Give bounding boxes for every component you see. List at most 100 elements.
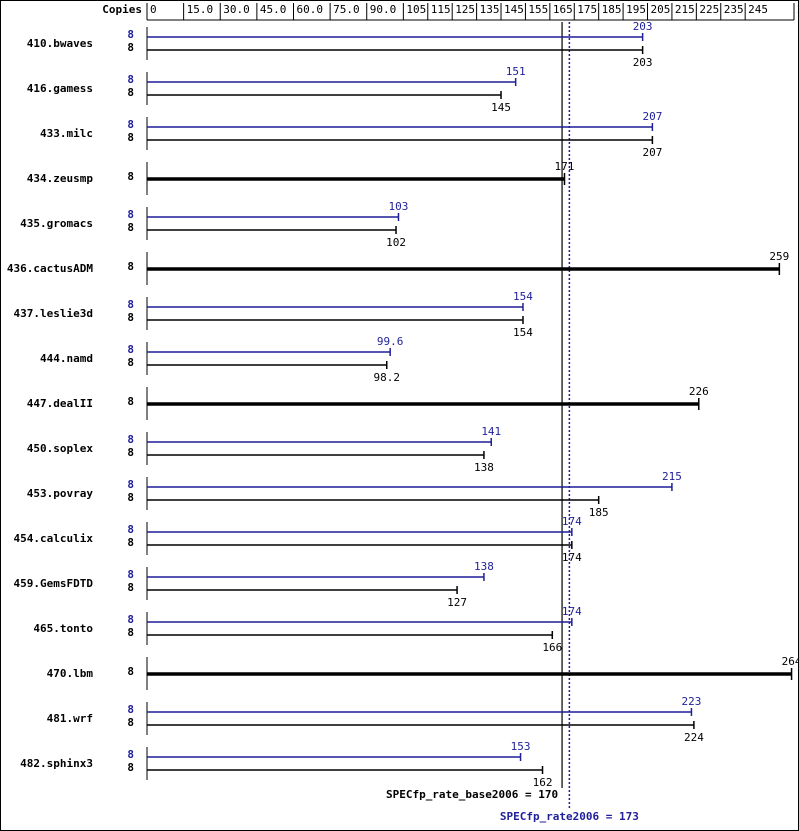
copies: 8	[127, 665, 134, 678]
copies: 8	[127, 433, 134, 446]
value-label: 138	[474, 560, 494, 573]
x-tick-label: 245	[748, 3, 768, 16]
value-label: 207	[642, 110, 662, 123]
copies: 8	[127, 41, 134, 54]
x-tick-label: 215	[675, 3, 695, 16]
copies: 8	[127, 395, 134, 408]
value-label: 154	[513, 326, 533, 339]
value-label: 154	[513, 290, 533, 303]
copies: 8	[127, 298, 134, 311]
reference-label: SPECfp_rate2006 = 173	[500, 810, 639, 823]
copies: 8	[127, 761, 134, 774]
benchmark-name: 481.wrf	[47, 712, 93, 725]
x-tick-label: 195	[626, 3, 646, 16]
x-tick-label: 45.0	[260, 3, 287, 16]
value-label: 223	[682, 695, 702, 708]
copies: 8	[127, 568, 134, 581]
value-label: 203	[633, 20, 653, 33]
copies: 8	[127, 208, 134, 221]
x-tick-label: 165	[553, 3, 573, 16]
x-tick-label: 185	[602, 3, 622, 16]
value-label: 171	[555, 160, 575, 173]
copies: 8	[127, 73, 134, 86]
benchmark-name: 435.gromacs	[20, 217, 93, 230]
copies-header: Copies	[102, 3, 142, 16]
benchmark-name: 459.GemsFDTD	[14, 577, 94, 590]
x-tick-label: 205	[651, 3, 671, 16]
value-label: 207	[642, 146, 662, 159]
copies: 8	[127, 478, 134, 491]
value-label: 174	[562, 605, 582, 618]
reference-label: SPECfp_rate_base2006 = 170	[386, 788, 558, 801]
value-label: 153	[511, 740, 531, 753]
copies: 8	[127, 356, 134, 369]
benchmark-name: 416.gamess	[27, 82, 93, 95]
copies: 8	[127, 626, 134, 639]
benchmark-name: 482.sphinx3	[20, 757, 93, 770]
value-label: 174	[562, 515, 582, 528]
value-label: 226	[689, 385, 709, 398]
benchmark-name: 437.leslie3d	[14, 307, 93, 320]
x-tick-label: 155	[528, 3, 548, 16]
x-tick-label: 90.0	[370, 3, 397, 16]
copies: 8	[127, 536, 134, 549]
copies: 8	[127, 613, 134, 626]
value-label: 138	[474, 461, 494, 474]
benchmark-name: 453.povray	[27, 487, 94, 500]
x-tick-label: 0	[150, 3, 157, 16]
copies: 8	[127, 311, 134, 324]
value-label: 151	[506, 65, 526, 78]
copies: 8	[127, 343, 134, 356]
benchmark-name: 447.dealII	[27, 397, 93, 410]
value-label: 224	[684, 731, 704, 744]
x-tick-label: 115	[431, 3, 451, 16]
value-label: 185	[589, 506, 609, 519]
x-tick-label: 135	[480, 3, 500, 16]
copies: 8	[127, 131, 134, 144]
benchmark-name: 434.zeusmp	[27, 172, 94, 185]
value-label: 98.2	[374, 371, 401, 384]
copies: 8	[127, 703, 134, 716]
x-tick-label: 15.0	[187, 3, 214, 16]
x-tick-label: 75.0	[333, 3, 360, 16]
copies: 8	[127, 446, 134, 459]
copies: 8	[127, 716, 134, 729]
benchmark-name: 436.cactusADM	[7, 262, 93, 275]
value-label: 166	[542, 641, 562, 654]
copies: 8	[127, 86, 134, 99]
copies: 8	[127, 170, 134, 183]
benchmark-name: 410.bwaves	[27, 37, 93, 50]
benchmark-name: 433.milc	[40, 127, 93, 140]
value-label: 103	[389, 200, 409, 213]
value-label: 145	[491, 101, 511, 114]
value-label: 203	[633, 56, 653, 69]
x-tick-label: 145	[504, 3, 524, 16]
benchmark-name: 454.calculix	[14, 532, 94, 545]
value-label: 99.6	[377, 335, 404, 348]
value-label: 102	[386, 236, 406, 249]
copies: 8	[127, 118, 134, 131]
benchmark-name: 444.namd	[40, 352, 93, 365]
copies: 8	[127, 491, 134, 504]
copies: 8	[127, 523, 134, 536]
x-tick-label: 235	[724, 3, 744, 16]
copies: 8	[127, 748, 134, 761]
copies: 8	[127, 581, 134, 594]
copies: 8	[127, 260, 134, 273]
value-label: 174	[562, 551, 582, 564]
benchmark-name: 450.soplex	[27, 442, 94, 455]
x-tick-label: 105	[406, 3, 426, 16]
value-label: 264	[782, 655, 799, 668]
value-label: 141	[481, 425, 501, 438]
x-tick-label: 60.0	[296, 3, 323, 16]
benchmark-name: 465.tonto	[33, 622, 93, 635]
benchmark-name: 470.lbm	[47, 667, 94, 680]
value-label: 259	[769, 250, 789, 263]
x-tick-label: 175	[577, 3, 597, 16]
value-label: 127	[447, 596, 467, 609]
x-tick-label: 125	[455, 3, 475, 16]
copies: 8	[127, 221, 134, 234]
